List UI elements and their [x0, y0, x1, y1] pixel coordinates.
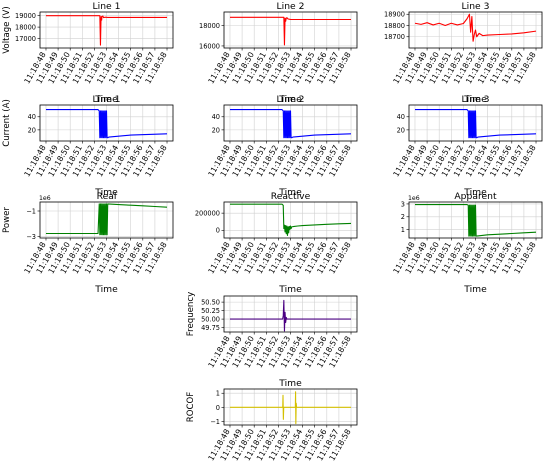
axis-multiplier: 1e6 — [408, 195, 420, 202]
panel-voltage-line3: 11:18:4811:18:4911:18:5011:18:5111:18:52… — [384, 1, 543, 105]
series-line-voltage-line1 — [45, 15, 168, 46]
axes-frame — [223, 11, 358, 49]
y-tick-label: 1 — [216, 390, 220, 398]
axes-frame — [39, 201, 174, 239]
series-line-current-line2 — [229, 109, 352, 139]
y-tick-label: 1 — [401, 226, 405, 234]
series-line-frequency — [229, 299, 352, 332]
panel-current-line2: 11:18:4811:18:4911:18:5011:18:5111:18:52… — [206, 94, 358, 198]
y-tick-label: 50.25 — [201, 307, 220, 315]
series-line-current-line1 — [45, 109, 168, 139]
y-tick-label: 18800 — [384, 22, 405, 30]
axes-frame — [39, 11, 174, 49]
series-line-voltage-line2 — [229, 16, 352, 46]
x-axis-label: Time — [463, 94, 487, 105]
y-tick-label: 18000 — [15, 23, 36, 31]
x-axis-label: Time — [94, 94, 118, 105]
axes-frame — [223, 104, 358, 142]
axes-frame — [408, 201, 543, 239]
panel-current-line3: 11:18:4811:18:4911:18:5011:18:5111:18:52… — [391, 94, 543, 198]
panel-current-line1: 11:18:4811:18:4911:18:5011:18:5111:18:52… — [2, 94, 174, 198]
series-line-current-line3 — [414, 109, 537, 139]
y-axis-label: Frequency — [186, 292, 196, 336]
x-axis-label: Time — [94, 284, 118, 295]
axes-frame — [408, 104, 543, 142]
axis-multiplier: 1e6 — [39, 195, 51, 202]
panel-voltage-line1: 11:18:4811:18:4911:18:5011:18:5111:18:52… — [2, 1, 174, 105]
panel-title: Apparent — [454, 191, 497, 202]
panel-voltage-line2: 11:18:4811:18:4911:18:5011:18:5111:18:52… — [199, 1, 358, 105]
axes-frame — [223, 201, 358, 239]
x-axis-label: Time — [463, 284, 487, 295]
y-tick-label: 16000 — [199, 42, 220, 50]
y-tick-label: −1 — [26, 207, 36, 215]
y-tick-label: 49.75 — [201, 324, 220, 332]
x-axis-label: Time — [463, 187, 487, 198]
y-tick-label: 50.00 — [201, 315, 220, 323]
y-tick-label: 0 — [216, 227, 220, 235]
axes-frame — [39, 104, 174, 142]
y-tick-label: 200000 — [195, 210, 220, 218]
axes-frame — [223, 388, 358, 426]
panel-frequency: 11:18:4811:18:4911:18:5011:18:5111:18:52… — [186, 292, 358, 389]
panel-title: Line 2 — [277, 94, 305, 105]
panel-power-apparent: 11:18:4811:18:4911:18:5011:18:5111:18:52… — [391, 191, 543, 295]
y-tick-label: 40 — [397, 113, 405, 121]
panel-title: Reactive — [271, 191, 311, 202]
y-tick-label: 20 — [212, 126, 220, 134]
panel-title: Line 2 — [277, 1, 305, 12]
series-line-power-real — [45, 203, 168, 236]
x-axis-label: Time — [278, 94, 302, 105]
y-axis-label: Voltage (V) — [2, 6, 12, 54]
y-tick-label: 0 — [216, 404, 220, 412]
panel-title: Line 1 — [93, 94, 121, 105]
y-axis-label: Current (A) — [2, 99, 12, 147]
y-tick-label: 20 — [397, 126, 405, 134]
y-tick-label: 17000 — [15, 35, 36, 43]
axes-frame — [223, 295, 358, 333]
y-axis-label: Power — [2, 207, 12, 233]
panel-title: Line 1 — [93, 1, 121, 12]
panel-power-reactive: 11:18:4811:18:4911:18:5011:18:5111:18:52… — [195, 191, 358, 295]
series-line-rocof — [229, 391, 352, 425]
y-tick-label: 3 — [401, 200, 405, 208]
y-tick-label: 2 — [401, 213, 405, 221]
y-axis-label: ROCOF — [186, 392, 196, 423]
x-axis-label: Time — [278, 187, 302, 198]
axes-frame — [408, 11, 543, 49]
panel-title: Line 3 — [462, 1, 490, 12]
x-axis-label: Time — [94, 187, 118, 198]
y-tick-label: 19000 — [15, 12, 36, 20]
y-tick-label: −3 — [26, 233, 36, 241]
panel-power-real: 11:18:4811:18:4911:18:5011:18:5111:18:52… — [2, 191, 174, 295]
x-axis-label: Time — [278, 284, 302, 295]
series-line-power-apparent — [414, 204, 537, 237]
panel-title: Line 3 — [462, 94, 490, 105]
y-tick-label: 20 — [28, 126, 36, 134]
y-tick-label: 18700 — [384, 33, 405, 41]
x-axis-label: Time — [278, 378, 302, 389]
y-tick-label: 18900 — [384, 11, 405, 19]
y-tick-label: 50.50 — [201, 299, 220, 307]
panel-rocof: 11:18:4811:18:4911:18:5011:18:5111:18:52… — [186, 388, 358, 462]
y-tick-label: 40 — [212, 113, 220, 121]
series-line-voltage-line3 — [414, 13, 537, 42]
series-line-power-reactive — [229, 203, 352, 236]
y-tick-label: 40 — [28, 113, 36, 121]
y-tick-label: −1 — [210, 418, 220, 426]
panel-title: Real — [97, 191, 117, 202]
y-tick-label: 18000 — [199, 22, 220, 30]
